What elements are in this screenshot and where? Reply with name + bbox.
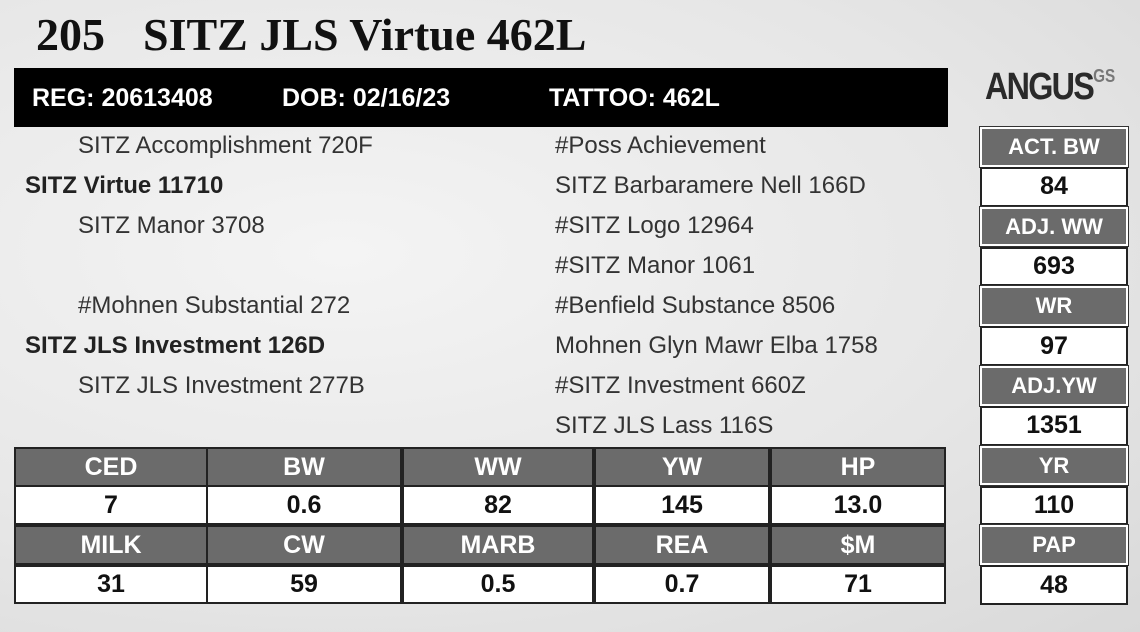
pedigree-right: Mohnen Glyn Mawr Elba 1758 — [555, 332, 878, 359]
epd-header: MILK — [14, 525, 208, 565]
epd-header: CW — [206, 525, 402, 565]
pedigree-right: #Benfield Substance 8506 — [555, 292, 836, 319]
epd-header: $M — [770, 525, 946, 565]
logo-suffix: GS — [1093, 66, 1116, 86]
stat-label: YR — [979, 444, 1129, 487]
epd-header: WW — [402, 447, 594, 487]
pedigree-left: SITZ Manor 3708 — [78, 212, 265, 239]
dob: DOB: 02/16/23 — [282, 84, 451, 112]
pedigree-right: #SITZ Manor 1061 — [555, 252, 756, 279]
reg: REG: 20613408 — [32, 84, 213, 112]
epd-value: 145 — [594, 485, 770, 525]
animal-name: SITZ JLS Virtue 462L — [143, 9, 587, 60]
stat-label: ADJ.YW — [979, 365, 1129, 407]
epd-value: 7 — [14, 485, 208, 525]
epd-header: CED — [14, 447, 208, 487]
pedigree-left: #Mohnen Substantial 272 — [78, 292, 351, 319]
pedigree-right: SITZ Barbaramere Nell 166D — [555, 172, 866, 199]
tattoo: TATTOO: 462L — [549, 84, 720, 112]
pedigree-left: SITZ Virtue 11710 — [25, 172, 224, 199]
epd-value: 0.5 — [402, 565, 594, 604]
epd-value: 31 — [14, 565, 208, 604]
stat-label: ACT. BW — [979, 126, 1129, 168]
epd-value: 0.7 — [594, 565, 770, 604]
stat-value: 97 — [980, 326, 1128, 366]
stat-value: 693 — [980, 246, 1128, 287]
epd-header: HP — [770, 447, 946, 487]
pedigree-right: #SITZ Investment 660Z — [555, 372, 806, 399]
stat-value: 48 — [980, 565, 1128, 605]
epd-value: 0.6 — [206, 485, 402, 525]
stat-label: WR — [979, 285, 1129, 328]
stat-value: 110 — [980, 485, 1128, 526]
pedigree-left: SITZ JLS Investment 277B — [78, 372, 365, 399]
epd-value: 71 — [770, 565, 946, 604]
epd-header: BW — [206, 447, 402, 487]
logo-brand: ANGUS — [985, 66, 1095, 108]
logo: ANGUSGS — [985, 66, 1115, 109]
stat-label: PAP — [979, 524, 1129, 567]
stat-value: 84 — [980, 166, 1128, 207]
id-bar: REG: 20613408 DOB: 02/16/23 TATTOO: 462L — [14, 68, 948, 127]
epd-header: REA — [594, 525, 770, 565]
epd-header: MARB — [402, 525, 594, 565]
epd-header: YW — [594, 447, 770, 487]
epd-value: 13.0 — [770, 485, 946, 525]
pedigree-right: #SITZ Logo 12964 — [555, 212, 754, 239]
epd-value: 59 — [206, 565, 402, 604]
lot-number: 205 — [36, 9, 105, 60]
stat-label: ADJ. WW — [979, 205, 1129, 248]
pedigree-left: SITZ Accomplishment 720F — [78, 132, 373, 159]
lot-title: 205 SITZ JLS Virtue 462L — [36, 8, 625, 61]
pedigree-left: SITZ JLS Investment 126D — [25, 332, 326, 359]
epd-value: 82 — [402, 485, 594, 525]
pedigree-right: SITZ JLS Lass 116S — [555, 412, 774, 439]
stat-value: 1351 — [980, 405, 1128, 446]
pedigree-right: #Poss Achievement — [555, 132, 766, 159]
